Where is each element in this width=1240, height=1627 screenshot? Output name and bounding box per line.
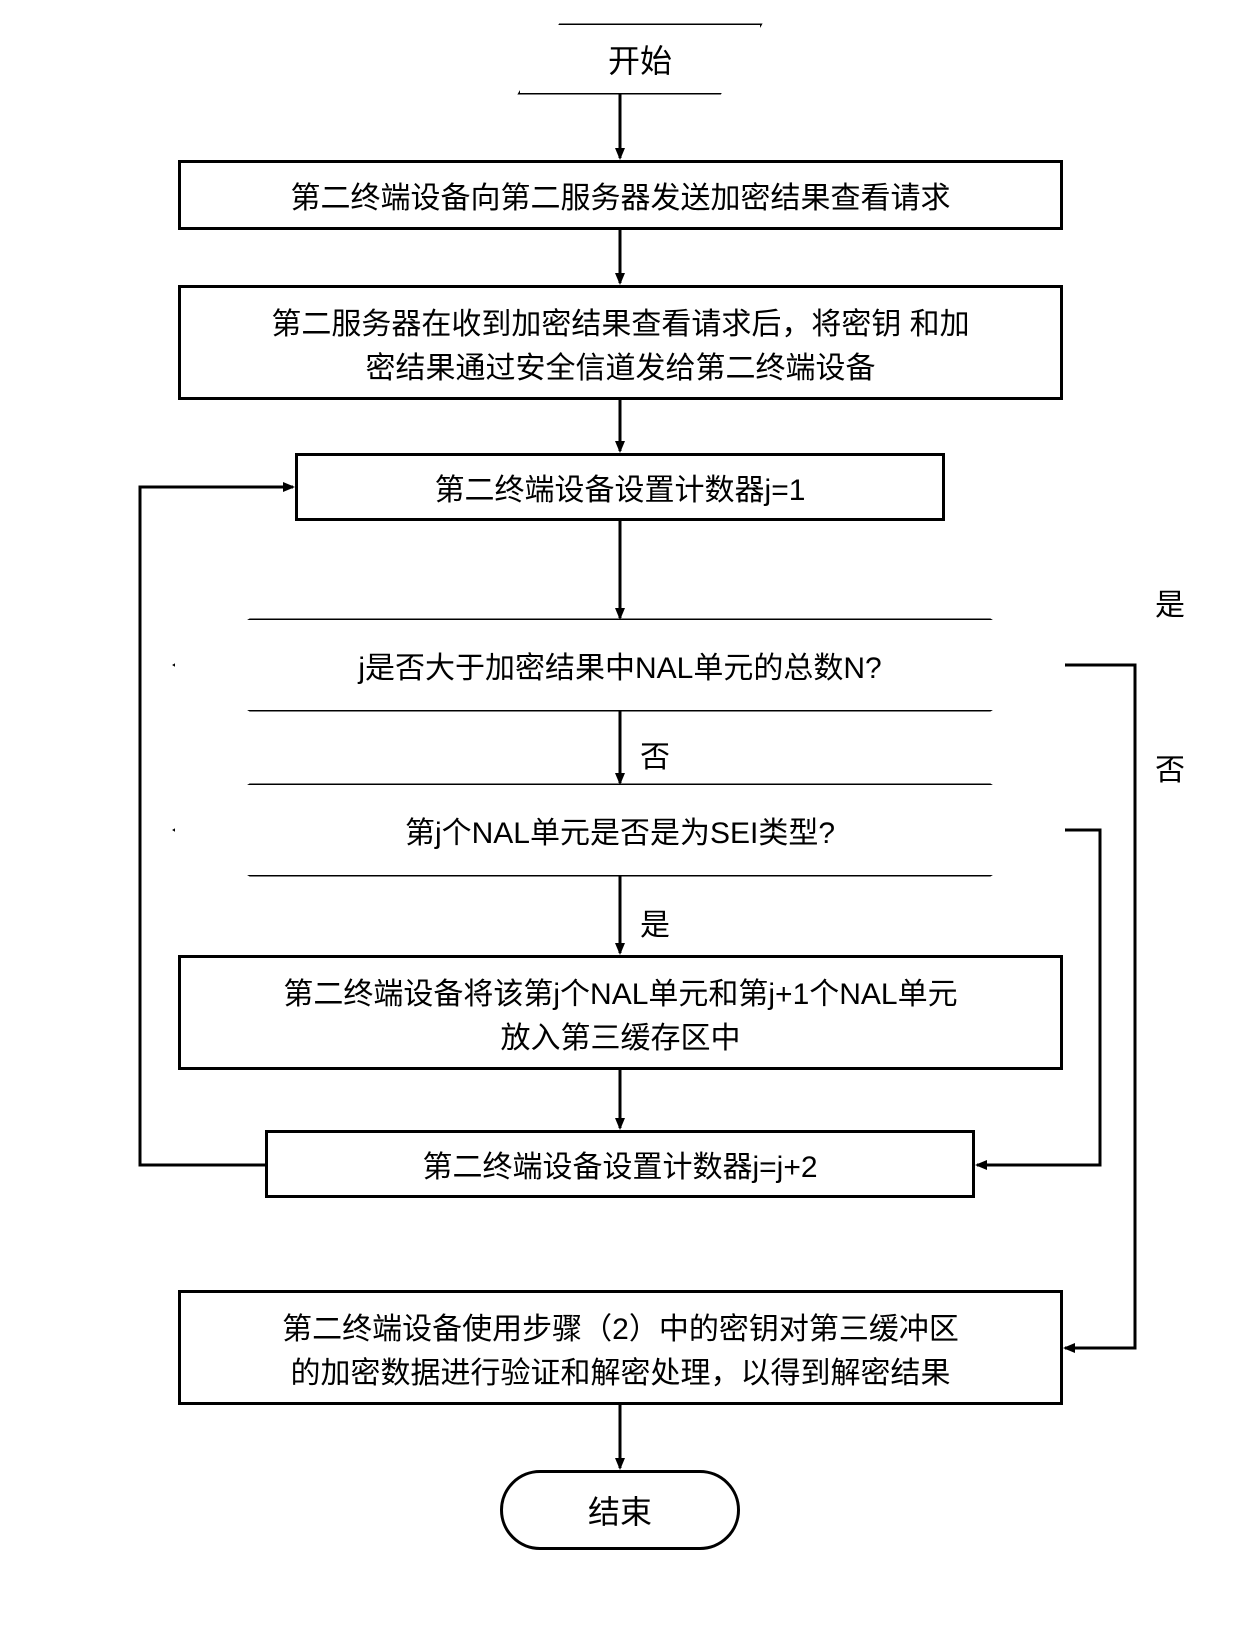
step2-node: 第二服务器在收到加密结果查看请求后，将密钥 和加 密结果通过安全信道发给第二终端… xyxy=(178,285,1063,400)
start-text: 开始 xyxy=(608,36,672,82)
step3-text: 第二终端设备设置计数器j=1 xyxy=(435,465,806,509)
step3-node: 第二终端设备设置计数器j=1 xyxy=(295,453,945,521)
step1-node: 第二终端设备向第二服务器发送加密结果查看请求 xyxy=(178,160,1063,230)
step6-text: 第二终端设备使用步骤（2）中的密钥对第三缓冲区 的加密数据进行验证和解密处理，以… xyxy=(282,1304,959,1392)
decision2-node: 第j个NAL单元是否是为SEI类型? xyxy=(175,785,1065,875)
step6-node: 第二终端设备使用步骤（2）中的密钥对第三缓冲区 的加密数据进行验证和解密处理，以… xyxy=(178,1290,1063,1405)
yes2-text: 是 xyxy=(640,909,670,942)
no2-text: 否 xyxy=(1155,754,1185,787)
decision2-text: 第j个NAL单元是否是为SEI类型? xyxy=(405,808,835,852)
yes1-label: 是 xyxy=(1155,580,1185,624)
decision1-text: j是否大于加密结果中NAL单元的总数N? xyxy=(358,643,881,687)
step1-text: 第二终端设备向第二服务器发送加密结果查看请求 xyxy=(291,173,951,217)
no1-text: 否 xyxy=(640,741,670,774)
step4-text: 第二终端设备将该第j个NAL单元和第j+1个NAL单元 放入第三缓存区中 xyxy=(283,969,957,1057)
start-node: 开始 xyxy=(520,25,760,93)
step5-text: 第二终端设备设置计数器j=j+2 xyxy=(422,1142,817,1186)
step2-text: 第二服务器在收到加密结果查看请求后，将密钥 和加 密结果通过安全信道发给第二终端… xyxy=(271,299,969,387)
no1-label: 否 xyxy=(640,732,670,776)
no2-label: 否 xyxy=(1155,745,1185,789)
yes2-label: 是 xyxy=(640,900,670,944)
yes1-text: 是 xyxy=(1155,589,1185,622)
decision1-node: j是否大于加密结果中NAL单元的总数N? xyxy=(175,620,1065,710)
end-node: 结束 xyxy=(500,1470,740,1550)
step4-node: 第二终端设备将该第j个NAL单元和第j+1个NAL单元 放入第三缓存区中 xyxy=(178,955,1063,1070)
end-text: 结束 xyxy=(588,1487,652,1533)
step5-node: 第二终端设备设置计数器j=j+2 xyxy=(265,1130,975,1198)
